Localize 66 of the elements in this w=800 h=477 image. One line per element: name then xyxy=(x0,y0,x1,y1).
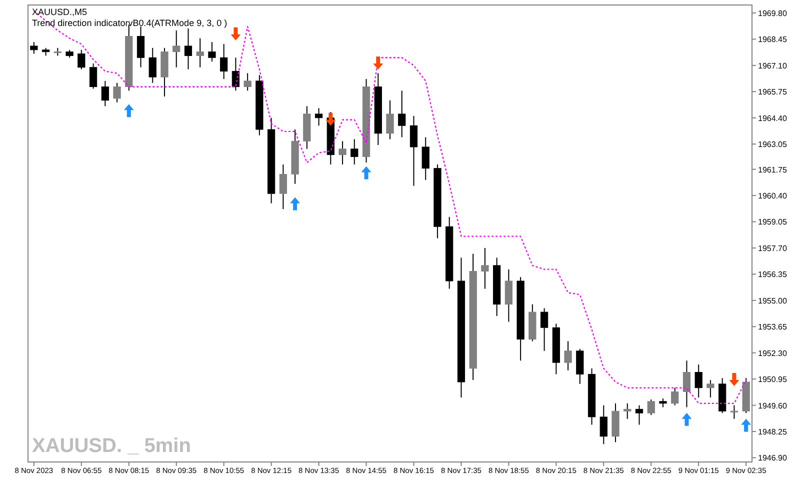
candlestick xyxy=(362,78,370,164)
candlestick xyxy=(303,106,311,150)
point xyxy=(741,418,752,432)
candlestick xyxy=(457,257,466,398)
candlestick xyxy=(338,140,346,165)
candlestick xyxy=(136,26,145,68)
candlestick xyxy=(291,128,299,184)
candlestick xyxy=(504,268,512,322)
point xyxy=(361,166,372,180)
candlestick xyxy=(469,253,477,381)
candlestick xyxy=(682,360,691,408)
y-tick-label: 1950.95 xyxy=(758,375,788,384)
candlestick xyxy=(220,44,228,80)
candlestick xyxy=(481,247,489,290)
y-tick-label: 1955.00 xyxy=(758,296,788,306)
candlestick xyxy=(196,38,204,68)
y-tick-label: 1961.75 xyxy=(758,165,788,174)
candlestick xyxy=(350,138,358,165)
y-tick-label: 1960.40 xyxy=(758,192,788,201)
y-tick-label: 1969.80 xyxy=(758,8,788,18)
candlestick xyxy=(398,90,406,138)
y-tick-label: 1952.30 xyxy=(758,348,788,358)
y-tick-label: 1953.65 xyxy=(758,322,788,332)
candlestick xyxy=(279,164,287,210)
candlestick xyxy=(422,136,430,180)
point xyxy=(230,27,241,40)
y-tick-label: 1963.05 xyxy=(758,140,788,150)
annotation: XAUUSD. _ 5min xyxy=(32,435,191,457)
candlestick xyxy=(612,402,620,443)
candlestick xyxy=(314,108,323,126)
y-tick-label: 1959.05 xyxy=(758,218,788,227)
candlestick xyxy=(588,368,596,426)
point xyxy=(729,373,740,386)
y-tick-label: 1967.10 xyxy=(758,61,788,70)
y-tick-label: 1956.35 xyxy=(758,270,788,280)
candlestick xyxy=(101,80,109,107)
candlestick xyxy=(386,100,394,140)
y-tick-label: 1949.60 xyxy=(758,401,788,410)
point xyxy=(124,104,134,118)
point xyxy=(373,56,384,70)
text: Trend direction indicatorvB0.4(ATRMode 9, 3, 0 ) xyxy=(32,18,228,28)
y-tick-label: 1964.40 xyxy=(758,114,788,123)
candlestick xyxy=(446,216,454,290)
candlestick xyxy=(564,340,572,371)
chart-title: XAUUSD.,M5 xyxy=(32,7,88,17)
candlestick xyxy=(268,117,276,204)
y-tick-label: 1948.25 xyxy=(758,428,788,437)
candlestick xyxy=(552,323,560,375)
line-series xyxy=(33,10,747,404)
candlestick xyxy=(624,402,632,420)
candlestick xyxy=(184,28,192,70)
point xyxy=(326,112,336,126)
candlestick xyxy=(493,257,501,316)
y-tick-label: 1965.75 xyxy=(758,88,788,97)
candlestick xyxy=(600,404,608,445)
point xyxy=(682,412,692,426)
point xyxy=(290,197,300,210)
candlestick xyxy=(694,364,702,398)
candlestick xyxy=(172,30,180,68)
y-tick-label: 1957.70 xyxy=(758,244,788,253)
y-tick-label: 1946.90 xyxy=(758,454,788,463)
candlestick xyxy=(374,72,382,146)
candlestick xyxy=(256,74,264,136)
candlestick xyxy=(148,47,156,84)
candlestick xyxy=(410,115,418,186)
y-tick-label: 1968.45 xyxy=(758,35,788,44)
